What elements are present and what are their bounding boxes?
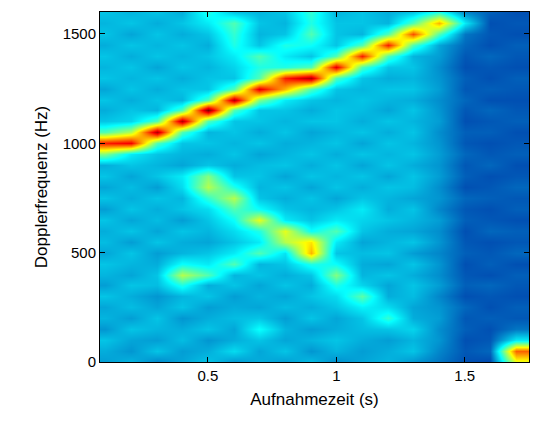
svg-text:1000: 1000 (63, 135, 96, 152)
svg-text:500: 500 (71, 244, 96, 261)
svg-text:0.5: 0.5 (197, 367, 218, 384)
svg-text:Dopplerfrequenz (Hz): Dopplerfrequenz (Hz) (32, 106, 51, 269)
svg-text:0: 0 (88, 353, 96, 370)
svg-text:1: 1 (332, 367, 340, 384)
svg-text:1500: 1500 (63, 25, 96, 42)
svg-text:1.5: 1.5 (454, 367, 475, 384)
svg-text:Aufnahmezeit (s): Aufnahmezeit (s) (250, 390, 379, 409)
